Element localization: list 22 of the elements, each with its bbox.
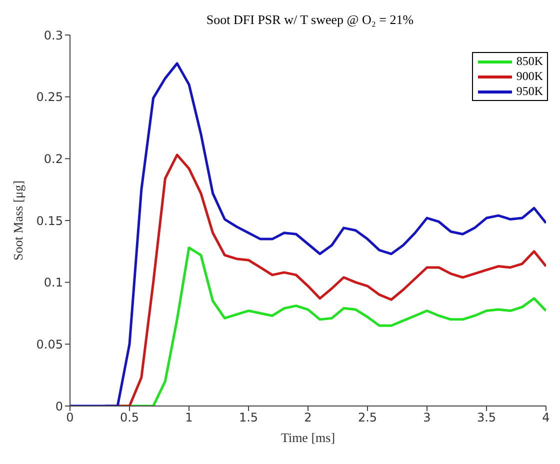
y-tick-label: 0 [55,399,63,414]
x-tick-label: 1 [185,410,193,425]
y-tick-label: 0.25 [36,90,63,104]
legend-label: 950K [516,84,543,99]
x-tick-label: 2 [304,410,312,425]
chart-title: Soot DFI PSR w/ T sweep @ O₂ = 21% [206,12,414,27]
legend-label: 900K [516,69,543,84]
y-tick-label: 0.15 [36,214,63,228]
legend-label: 850K [516,54,543,69]
x-tick-label: 4 [542,410,550,425]
y-tick-label: 0.05 [36,337,63,352]
x-tick-label: 3 [423,410,431,425]
x-tick-label: 3.5 [476,410,496,425]
x-tick-label: 2.5 [358,410,378,425]
y-tick-label: 0.3 [44,28,63,42]
y-axis-title: Soot Mass [μg] [10,180,26,260]
x-tick-label: 1.5 [238,410,258,425]
x-tick-label: 0.5 [120,410,140,425]
x-tick-label: 0 [66,410,74,425]
y-tick-label: 0.2 [44,152,63,166]
y-tick-label: 0.1 [44,276,63,290]
x-axis-title: Time [ms] [280,430,336,445]
